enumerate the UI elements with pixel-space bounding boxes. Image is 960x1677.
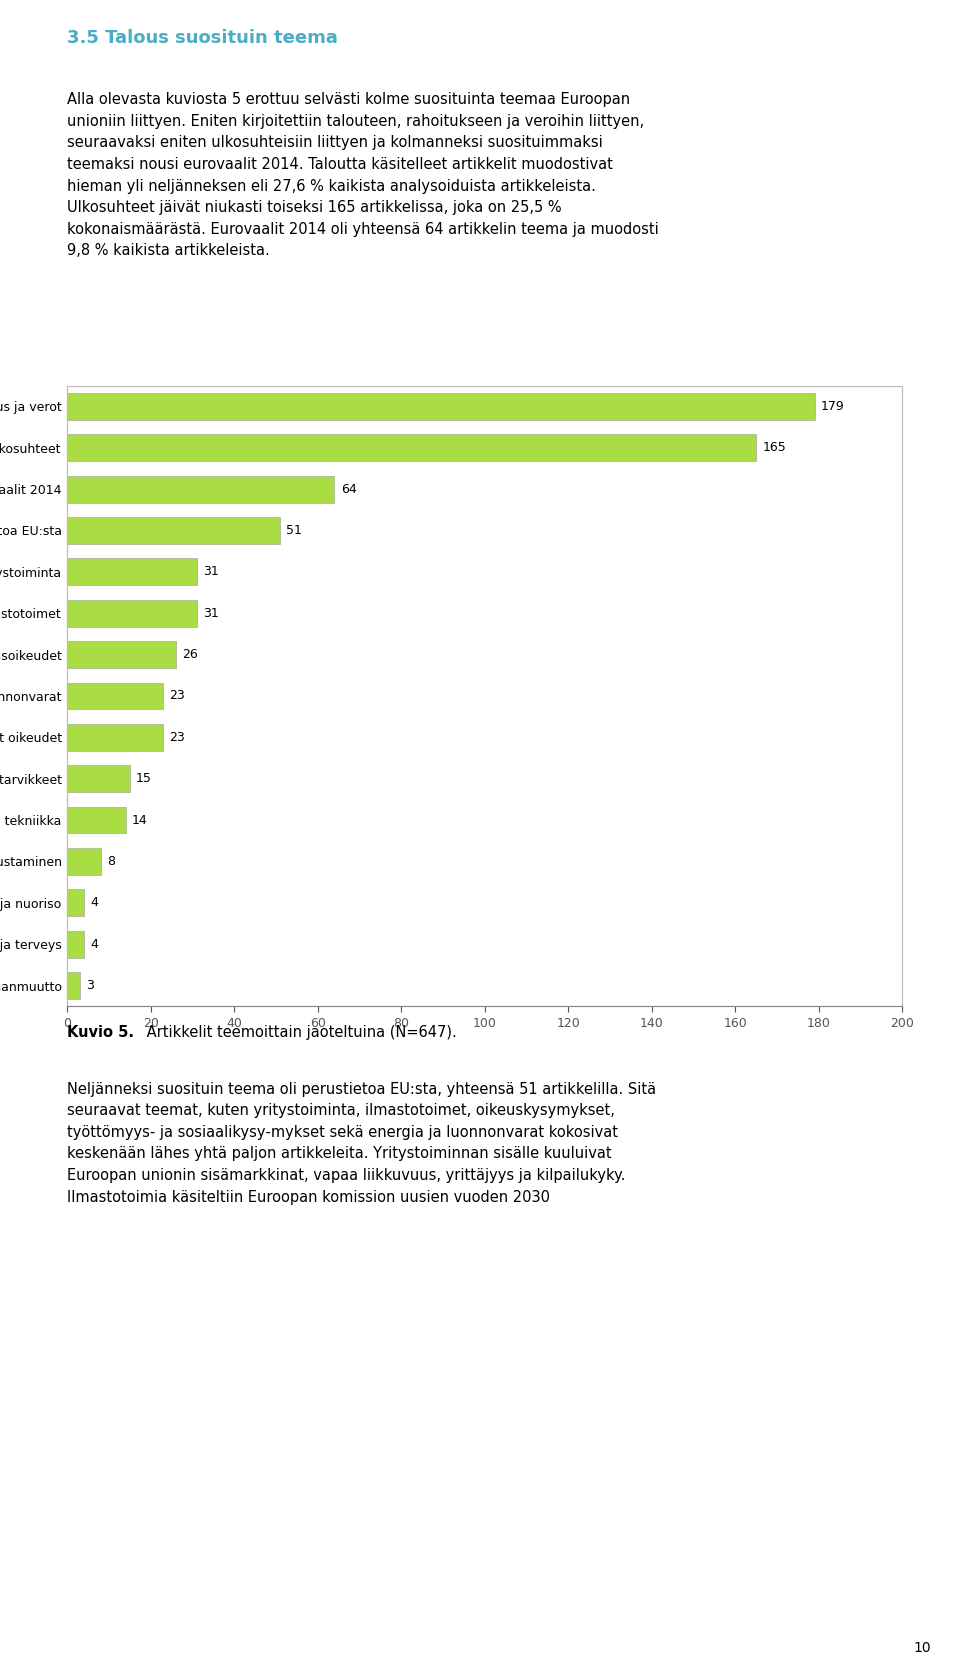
Text: Artikkelit teemoittain jaoteltuina (N=647).: Artikkelit teemoittain jaoteltuina (N=64… [142, 1025, 457, 1040]
Bar [67, 434, 756, 461]
Text: 8: 8 [107, 855, 115, 869]
Bar [67, 807, 126, 833]
Bar [67, 765, 130, 792]
Bar [67, 600, 197, 627]
Text: 23: 23 [170, 731, 185, 745]
Text: 23: 23 [170, 689, 185, 703]
Text: 26: 26 [182, 647, 198, 661]
Bar [67, 476, 334, 503]
Bar [67, 849, 101, 875]
Text: Neljänneksi suosituin teema oli perustietoa EU:sta, yhteensä 51 artikkelilla. Si: Neljänneksi suosituin teema oli perustie… [67, 1082, 657, 1204]
Bar [67, 931, 84, 958]
Text: 31: 31 [203, 565, 219, 579]
Bar [67, 683, 163, 709]
Text: 179: 179 [821, 399, 845, 413]
Text: 3: 3 [86, 979, 94, 993]
Bar [67, 973, 80, 999]
Text: Kuvio 5.: Kuvio 5. [67, 1025, 134, 1040]
Text: 15: 15 [136, 771, 152, 785]
Bar [67, 641, 176, 667]
Bar [67, 392, 815, 419]
Bar [67, 889, 84, 916]
Bar [67, 558, 197, 585]
Text: 3.5 Talous suosituin teema: 3.5 Talous suosituin teema [67, 29, 338, 47]
Text: 51: 51 [286, 523, 302, 537]
Text: 4: 4 [90, 896, 98, 909]
Text: 165: 165 [762, 441, 786, 454]
Bar [67, 724, 163, 751]
Text: Alla olevasta kuviosta 5 erottuu selvästi kolme suosituinta teemaa Euroopan
unio: Alla olevasta kuviosta 5 erottuu selväst… [67, 92, 659, 258]
Text: 14: 14 [132, 813, 148, 827]
Text: 31: 31 [203, 607, 219, 620]
Text: 64: 64 [341, 483, 356, 496]
Bar [67, 517, 280, 543]
Text: 10: 10 [914, 1640, 931, 1655]
Text: 4: 4 [90, 937, 98, 951]
